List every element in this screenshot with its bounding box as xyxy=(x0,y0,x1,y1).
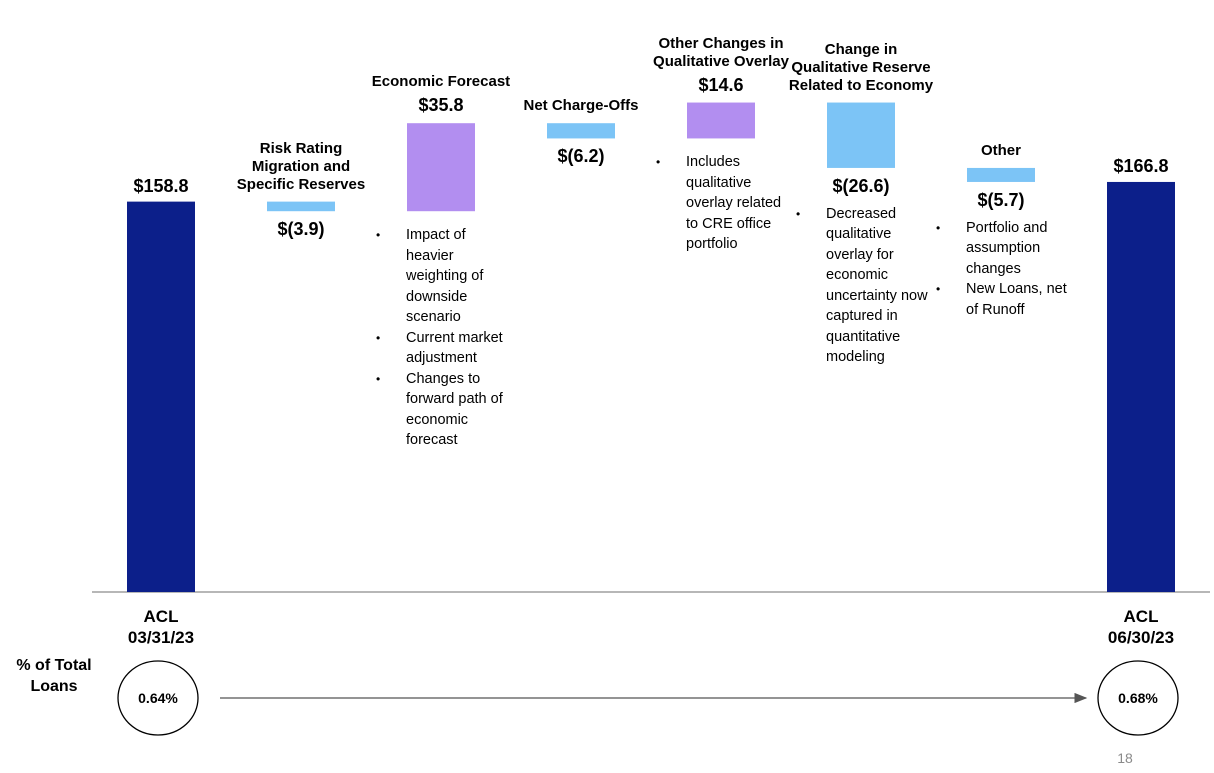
note: Current market adjustment xyxy=(376,328,508,369)
bar xyxy=(267,201,335,212)
note-list: Decreased qualitative overlay for econom… xyxy=(793,204,928,368)
bar xyxy=(687,102,755,139)
value-label: $(26.6) xyxy=(832,175,890,196)
note: Portfolio and assumption changes xyxy=(936,218,1068,280)
category-label: Change in Qualitative Reserve Related to… xyxy=(788,40,934,94)
bar xyxy=(407,123,475,212)
value-label: $(6.2) xyxy=(557,146,605,167)
category-label: ACL 06/30/23 xyxy=(1107,607,1175,647)
bar xyxy=(127,201,195,592)
value-label: $166.8 xyxy=(1113,155,1169,176)
category-label: Economic Forecast xyxy=(371,73,511,91)
percent-circle xyxy=(117,660,199,736)
note-list: Impact of heavier weighting of downside … xyxy=(373,225,508,451)
value-label: $35.8 xyxy=(418,95,464,116)
category-label: ACL 03/31/23 xyxy=(127,607,195,647)
note-list: Portfolio and assumption changesNew Loan… xyxy=(933,218,1068,321)
note: New Loans, net of Runoff xyxy=(936,279,1068,320)
category-label: Other Changes in Qualitative Overlay xyxy=(653,34,789,70)
percent-circle xyxy=(1097,660,1179,736)
bar xyxy=(827,102,895,168)
note: Decreased qualitative overlay for econom… xyxy=(796,204,928,368)
note: Impact of heavier weighting of downside … xyxy=(376,225,508,328)
category-label: Risk Rating Migration and Specific Reser… xyxy=(236,139,366,193)
category-label: Net Charge-Offs xyxy=(523,97,639,115)
note-list: Includes qualitative overlay related to … xyxy=(653,152,788,255)
category-label: Other xyxy=(980,141,1021,159)
percent-label: 0.64% xyxy=(138,690,178,706)
value-label: $158.8 xyxy=(133,175,189,196)
bar xyxy=(967,167,1035,182)
page-number: 18 xyxy=(1117,750,1133,766)
value-label: $(3.9) xyxy=(277,219,325,240)
percent-label: 0.68% xyxy=(1118,690,1158,706)
percent-title: % of Total Loans xyxy=(16,657,92,695)
value-label: $(5.7) xyxy=(977,189,1025,210)
note: Includes qualitative overlay related to … xyxy=(656,152,788,255)
bar xyxy=(1107,181,1175,592)
value-label: $14.6 xyxy=(698,74,744,95)
note: Changes to forward path of economic fore… xyxy=(376,369,508,451)
bar xyxy=(547,123,615,139)
